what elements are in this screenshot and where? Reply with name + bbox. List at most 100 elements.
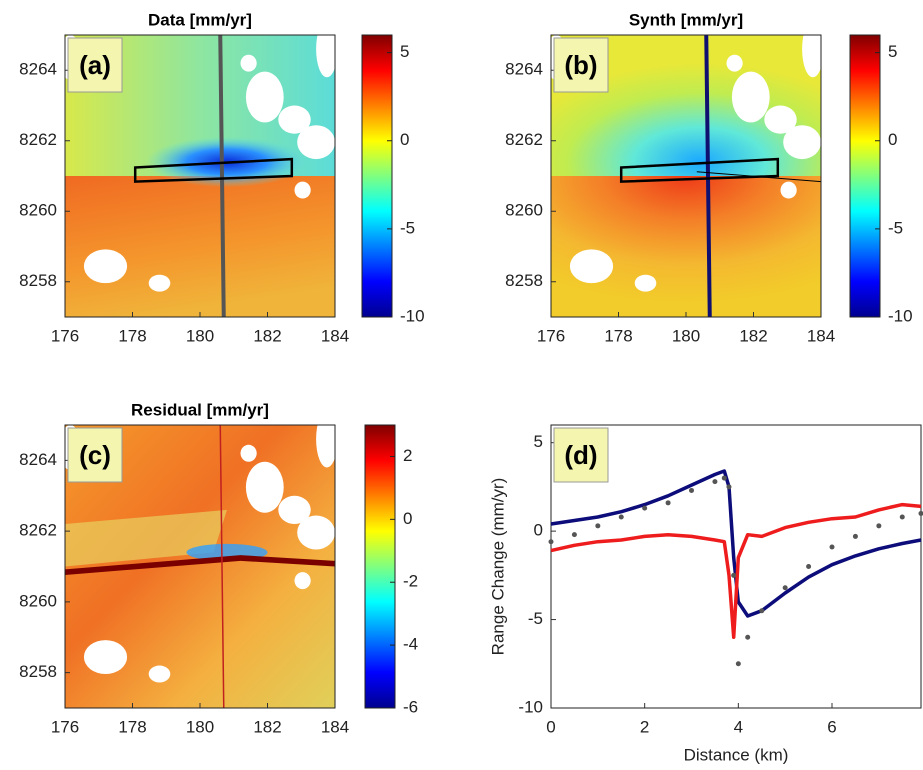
x-tick-label: 180: [186, 717, 214, 736]
colorbar-tick-label: -5: [888, 218, 903, 237]
panel-title: Synth [mm/yr]: [629, 10, 743, 29]
y-tick-label: 8264: [19, 60, 57, 79]
y-tick-label: 0: [534, 521, 543, 540]
x-tick-label: 0: [546, 717, 555, 736]
colorbar-tick-label: -10: [400, 306, 425, 325]
x-axis-label: Distance (km): [684, 745, 789, 764]
axes-box: [64, 424, 336, 709]
map-nodata: [569, 249, 614, 284]
map-nodata: [278, 495, 311, 525]
fault-outline: [619, 157, 780, 183]
map-nodata: [634, 274, 657, 292]
x-tick-label: 182: [253, 326, 281, 345]
panel-label: (c): [79, 440, 111, 470]
colorbar-tick-label: 0: [400, 130, 409, 149]
x-tick-label: 176: [51, 717, 79, 736]
data-point: [745, 634, 751, 640]
map-nodata: [316, 35, 335, 78]
data-point: [899, 514, 905, 520]
colorbar: [849, 34, 881, 318]
data-point: [876, 523, 882, 529]
y-tick-label: 5: [534, 432, 543, 451]
data-point: [782, 585, 788, 591]
map-nodata: [780, 181, 797, 199]
data-point: [735, 661, 741, 667]
map-nodata: [297, 125, 335, 160]
colorbar-tick-label: -6: [403, 697, 418, 716]
data-point: [829, 544, 835, 550]
profile-line: [218, 35, 226, 317]
x-tick-label: 2: [640, 717, 649, 736]
y-tick-label: 8260: [19, 201, 57, 220]
colorbar-tick-label: 5: [400, 42, 409, 61]
y-tick-label: -10: [518, 697, 543, 716]
map-nodata: [764, 105, 797, 134]
y-tick-label: 8264: [505, 60, 543, 79]
data-point: [548, 539, 554, 545]
x-tick-label: 178: [604, 326, 632, 345]
x-tick-label: 184: [807, 326, 835, 345]
map-nodata: [83, 249, 128, 284]
map-nodata: [240, 444, 257, 462]
profile-line: [704, 35, 712, 317]
axes-box: [550, 34, 822, 318]
x-tick-label: 178: [118, 326, 146, 345]
series-line: [550, 469, 922, 618]
x-tick-label: 180: [672, 326, 700, 345]
y-tick-label: 8262: [505, 130, 543, 149]
panel-label: (a): [79, 50, 111, 80]
panel-label-box: [553, 427, 609, 483]
map-nodata: [726, 54, 743, 72]
colorbar-tick-label: 0: [888, 130, 897, 149]
map-south: [551, 176, 821, 317]
colorbar-tick-label: -4: [403, 635, 418, 654]
map-nodata: [240, 54, 257, 72]
data-point: [712, 479, 718, 485]
panel-label-box: [553, 37, 609, 93]
map-nodata: [802, 35, 821, 78]
colorbar-tick-label: -2: [403, 572, 418, 591]
map-image: [551, 35, 821, 317]
map-nodata: [245, 71, 284, 123]
data-point: [852, 533, 858, 539]
map-nodata: [294, 572, 311, 590]
x-tick-label: 180: [186, 326, 214, 345]
data-point: [721, 475, 727, 481]
map-nodata: [731, 71, 770, 123]
x-tick-label: 4: [734, 717, 743, 736]
map-stripe: [65, 555, 335, 575]
series-line: [550, 502, 922, 640]
map-south: [65, 176, 335, 317]
colorbar-tick-label: 0: [403, 509, 412, 528]
x-tick-label: 182: [253, 717, 281, 736]
data-point: [731, 572, 737, 578]
panel-title: Data [mm/yr]: [148, 10, 252, 29]
map-nodata: [148, 274, 171, 292]
y-tick-label: 8258: [19, 271, 57, 290]
y-tick-label: 8264: [19, 450, 57, 469]
map-image: [65, 35, 335, 317]
map-nodata: [297, 515, 335, 550]
data-point: [665, 500, 671, 506]
y-tick-label: 8262: [19, 130, 57, 149]
y-tick-label: 8258: [505, 271, 543, 290]
data-point: [595, 523, 601, 529]
map-nodata: [148, 665, 171, 683]
colorbar-tick-label: 5: [888, 42, 897, 61]
x-tick-label: 184: [321, 326, 349, 345]
data-point: [806, 564, 812, 569]
data-point: [642, 505, 648, 511]
fault-outline: [133, 157, 294, 183]
axes-box: [64, 34, 336, 318]
colorbar-tick-label: 2: [403, 446, 412, 465]
panel-label: (d): [564, 440, 597, 470]
x-tick-label: 184: [321, 717, 349, 736]
panel-label-box: [67, 427, 123, 483]
map-nodata: [278, 105, 311, 134]
data-point: [759, 608, 765, 614]
data-point: [689, 487, 695, 493]
data-point: [726, 484, 732, 490]
map-nodata: [783, 125, 821, 160]
y-axis-label: Range Change (mm/yr): [488, 478, 507, 656]
